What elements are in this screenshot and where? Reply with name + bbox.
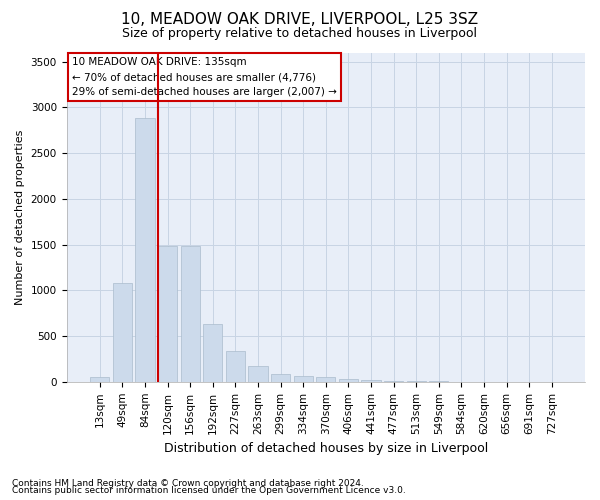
Bar	[407, 381, 426, 382]
Bar	[226, 350, 245, 382]
Bar	[136, 118, 155, 382]
X-axis label: Distribution of detached houses by size in Liverpool: Distribution of detached houses by size …	[164, 442, 488, 455]
Text: Size of property relative to detached houses in Liverpool: Size of property relative to detached ho…	[122, 28, 478, 40]
Bar	[203, 324, 223, 382]
Bar	[158, 246, 177, 382]
Text: 10, MEADOW OAK DRIVE, LIVERPOOL, L25 3SZ: 10, MEADOW OAK DRIVE, LIVERPOOL, L25 3SZ	[121, 12, 479, 28]
Text: Contains HM Land Registry data © Crown copyright and database right 2024.: Contains HM Land Registry data © Crown c…	[12, 478, 364, 488]
Bar	[361, 380, 380, 382]
Bar	[248, 366, 268, 382]
Bar	[339, 379, 358, 382]
Y-axis label: Number of detached properties: Number of detached properties	[15, 130, 25, 305]
Bar	[181, 246, 200, 382]
Text: Contains public sector information licensed under the Open Government Licence v3: Contains public sector information licen…	[12, 486, 406, 495]
Bar	[293, 376, 313, 382]
Bar	[271, 374, 290, 382]
Bar	[316, 377, 335, 382]
Text: 10 MEADOW OAK DRIVE: 135sqm
← 70% of detached houses are smaller (4,776)
29% of : 10 MEADOW OAK DRIVE: 135sqm ← 70% of det…	[72, 58, 337, 97]
Bar	[90, 377, 109, 382]
Bar	[384, 380, 403, 382]
Bar	[113, 283, 132, 382]
